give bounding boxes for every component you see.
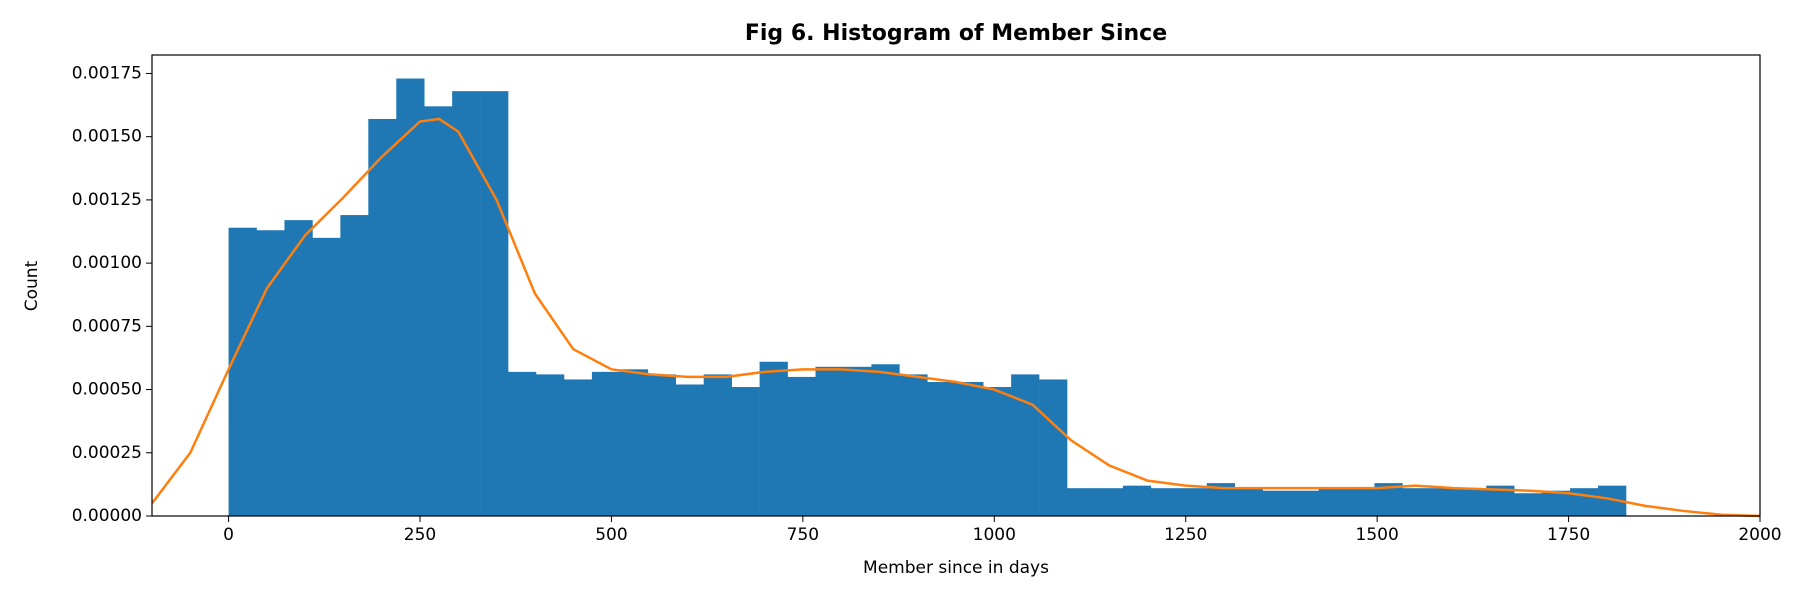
bar <box>1570 488 1599 516</box>
bar <box>983 387 1012 516</box>
bar <box>871 364 900 516</box>
bar <box>1067 488 1096 516</box>
bar <box>340 215 369 517</box>
bar <box>312 237 341 516</box>
bar <box>480 91 509 517</box>
x-tick-label: 0 <box>223 525 234 545</box>
bar <box>1402 488 1431 516</box>
bar <box>228 227 257 516</box>
bar <box>1542 490 1571 516</box>
bar <box>731 387 760 516</box>
bar <box>955 381 984 516</box>
x-tick-label: 500 <box>595 525 627 545</box>
x-tick-label: 1250 <box>1164 525 1207 545</box>
y-tick-label: 0.00000 <box>72 506 142 526</box>
y-tick-label: 0.00075 <box>72 316 142 336</box>
bar <box>1346 488 1375 516</box>
bar <box>563 379 593 516</box>
y-tick-label: 0.00100 <box>72 253 142 273</box>
x-tick-label: 2000 <box>1738 525 1781 545</box>
bar <box>1514 493 1543 516</box>
bar <box>787 376 816 516</box>
bar <box>536 374 565 516</box>
bar <box>591 371 621 516</box>
y-tick-label: 0.00025 <box>72 443 142 463</box>
y-tick-label: 0.00175 <box>72 63 142 83</box>
bar <box>424 106 453 517</box>
bar <box>508 371 537 516</box>
bar <box>1094 488 1124 516</box>
bar <box>1262 490 1291 516</box>
bar <box>368 118 397 516</box>
bar <box>843 366 872 516</box>
bar <box>1318 488 1347 516</box>
bar <box>452 91 481 517</box>
bar <box>284 220 313 516</box>
chart-title: Fig 6. Histogram of Member Since <box>745 21 1167 46</box>
bar <box>675 384 704 516</box>
kde-line <box>151 117 1761 518</box>
bar <box>619 369 649 516</box>
bar <box>899 374 928 516</box>
bar <box>1150 488 1180 516</box>
bar <box>1458 488 1487 516</box>
bar <box>1430 488 1459 516</box>
bar <box>927 381 956 516</box>
y-axis-label: Count <box>22 260 42 311</box>
bar <box>1178 488 1208 516</box>
y-tick-label: 0.00125 <box>72 190 142 210</box>
x-tick-label: 1500 <box>1356 525 1399 545</box>
bar <box>1290 490 1319 516</box>
bar <box>1234 488 1263 516</box>
bar <box>647 374 677 516</box>
bar <box>815 366 844 516</box>
bar <box>396 78 425 517</box>
y-tick-label: 0.00150 <box>72 127 142 147</box>
plot-frame <box>151 54 1761 517</box>
x-tick-label: 1000 <box>973 525 1016 545</box>
bar <box>703 374 732 516</box>
x-axis-label: Member since in days <box>863 558 1049 578</box>
bar <box>1122 485 1152 516</box>
x-tick-label: 750 <box>787 525 819 545</box>
bar <box>1011 374 1040 516</box>
x-tick-label: 250 <box>404 525 436 545</box>
bar <box>256 230 285 517</box>
y-tick-label: 0.00050 <box>72 380 142 400</box>
bar <box>1039 379 1068 516</box>
x-tick-label: 1750 <box>1547 525 1590 545</box>
bar <box>759 361 788 516</box>
